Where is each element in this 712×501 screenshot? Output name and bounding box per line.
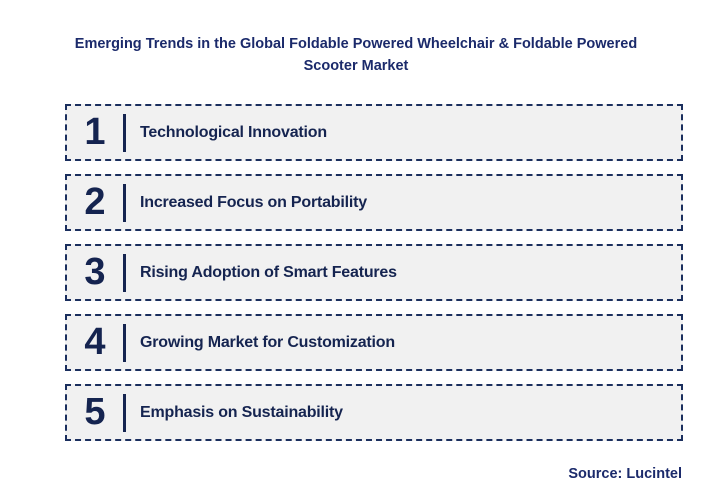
trend-number: 1 <box>84 110 106 153</box>
trend-row: 3 Rising Adoption of Smart Features <box>65 244 683 301</box>
divider-bar <box>123 323 126 362</box>
divider-bar <box>123 183 126 222</box>
trend-row: 2 Increased Focus on Portability <box>65 174 683 231</box>
trend-label: Technological Innovation <box>140 123 327 141</box>
trend-label: Growing Market for Customization <box>140 333 395 351</box>
trend-number: 3 <box>84 250 106 293</box>
trend-label: Rising Adoption of Smart Features <box>140 263 397 281</box>
divider-bar <box>123 393 126 432</box>
page-title: Emerging Trends in the Global Foldable P… <box>74 36 638 74</box>
trend-number: 4 <box>84 320 106 363</box>
trend-list: 1 Technological Innovation 2 Increased F… <box>65 104 683 441</box>
trend-row: 5 Emphasis on Sustainability <box>65 384 683 441</box>
divider-bar <box>123 253 126 292</box>
trend-number: 2 <box>84 180 106 223</box>
trend-number: 5 <box>84 390 106 433</box>
trend-label: Emphasis on Sustainability <box>140 403 343 421</box>
trend-label: Increased Focus on Portability <box>140 193 367 211</box>
trend-row: 4 Growing Market for Customization <box>65 314 683 371</box>
divider-bar <box>123 113 126 152</box>
source-attribution: Source: Lucintel <box>568 466 682 482</box>
trend-row: 1 Technological Innovation <box>65 104 683 161</box>
